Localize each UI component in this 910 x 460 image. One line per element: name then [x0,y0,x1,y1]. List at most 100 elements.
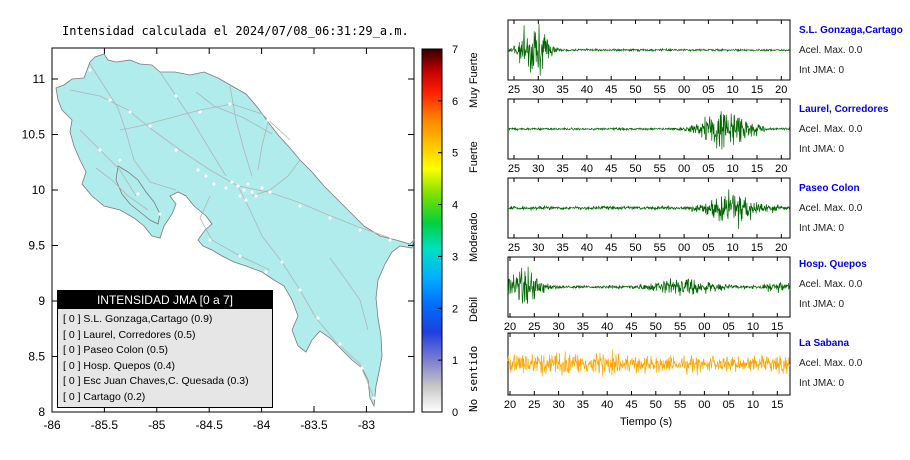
waveform-panel: 25 30 35 40 45 50 55 00 05 10 15 20 [507,177,791,254]
town-point [118,158,122,162]
town-point [264,270,268,274]
waveform-tick-label: 10 [727,242,739,254]
colorbar-label-debil: Débil [468,297,480,322]
waveform-tick-label: 30 [552,321,564,333]
waveform-tick-label: 45 [605,163,617,175]
waveform-tick-label: 25 [508,163,520,175]
y-tick-label: 10.5 [22,128,46,142]
waveform-trace [507,111,791,150]
waveform-tick-label: 20 [775,163,787,175]
waveform-tick-label: 05 [723,399,735,411]
waveform-tick-label: 10 [727,163,739,175]
road-line [95,167,149,211]
town-point [328,216,332,220]
town-point [360,366,364,370]
waveform-tick-label: 30 [552,399,564,411]
colorbar-label-moderado: Moderado [468,212,480,262]
legend-row: [ 0 ] Hosp. Quepos (0.4) [63,359,176,372]
town-point [108,98,112,102]
station-jma: Int JMA: 0 [799,144,845,155]
colorbar-tick-label: 3 [452,251,458,263]
waveform-tick-label: 50 [650,321,662,333]
station-name: S.L. Gonzaga,Cartago [799,25,903,36]
waveform-tick-label: 55 [674,321,686,333]
waveform-tick-label: 15 [751,163,763,175]
town-point [128,110,132,114]
legend-row: [ 0 ] S.L. Gonzaga,Cartago (0.9) [63,313,213,325]
waveform-tick-label: 00 [678,242,690,254]
waveform-tick-label: 40 [601,321,613,333]
x-tick-label: -86 [43,418,61,432]
waveform-tick-label: 00 [678,163,690,175]
town-points [88,68,392,400]
waveform-tick-label: 30 [532,84,544,96]
colorbar-tick-label: 0 [452,407,458,419]
town-point [174,148,178,152]
station-acel: Acel. Max. 0.0 [799,203,863,214]
station-name: Paseo Colon [799,183,860,194]
road-line [159,71,227,177]
waveform-tick-label: 25 [508,242,520,254]
colorbar-label-fuerte: Fuerte [468,141,480,173]
town-point [136,192,140,196]
town-point [98,148,102,152]
town-point [208,238,212,242]
waveform-tick-label: 35 [556,163,568,175]
intensity-colorbar: 0 1 2 3 4 5 6 7 No sentido Débil Moderado Fuert… [421,44,480,419]
waveform-tick-label: 55 [674,399,686,411]
waveform-tick-label: 35 [556,84,568,96]
waveform-tick-label: 05 [702,163,714,175]
road-line [237,185,391,239]
town-point [198,110,202,114]
town-point [268,190,272,194]
road-line [195,91,273,135]
y-tick-label: 9 [38,294,45,308]
waveform-tick-label: 45 [605,242,617,254]
waveform-tick-label: 45 [625,321,637,333]
waveform-panel: 20 25 30 35 40 45 50 55 00 05 10 15 [504,256,791,333]
waveform-tick-label: 40 [581,242,593,254]
colorbar-tick-label: 4 [452,200,458,212]
town-point [224,186,228,190]
waveform-tick-label: 10 [727,84,739,96]
town-point [196,168,200,172]
legend-row: [ 0 ] Paseo Colon (0.5) [63,344,169,357]
waveform-tick-label: 40 [601,399,613,411]
town-point [358,228,362,232]
station-jma: Int JMA: 0 [799,223,845,234]
town-point [298,288,302,292]
legend-row: [ 0 ] Laurel, Corredores (0.5) [63,328,196,341]
waveform-tick-label: 50 [650,399,662,411]
waveform-tick-label: 50 [629,84,641,96]
town-point [338,342,342,346]
waveform-tick-label: 00 [678,84,690,96]
town-point [148,124,152,128]
land-mainland [55,53,415,408]
waveform-tick-label: 05 [702,242,714,254]
road-line [329,257,369,331]
y-tick-label: 9.5 [28,239,45,253]
town-point [298,204,302,208]
waveform-trace [507,349,791,377]
x-tick-label: -85 [148,418,166,432]
waveform-tick-label: 30 [532,242,544,254]
town-point [388,238,392,242]
road-line [119,103,291,141]
town-point [250,190,254,194]
waveform-tick-label: 25 [508,84,520,96]
town-point [238,194,242,198]
waveform-tick-label: 25 [528,321,540,333]
legend-title: INTENSIDAD JMA [0 a 7] [58,291,272,309]
town-point [212,182,216,186]
town-point [246,182,250,186]
time-axis-label: Tiempo (s) [620,416,673,428]
road-line [229,85,253,177]
town-point [204,174,208,178]
map-y-axis: 11 10.5 10 9.5 9 8.5 8 [22,72,414,419]
road-line [79,129,137,197]
waveform-tick-label: 50 [629,163,641,175]
town-point [230,180,234,184]
x-tick-label: -84 [253,418,271,432]
town-point [158,212,162,216]
map-x-axis: -86 -85.5 -85 -84.5 -84 -83.5 -83 [43,48,375,432]
